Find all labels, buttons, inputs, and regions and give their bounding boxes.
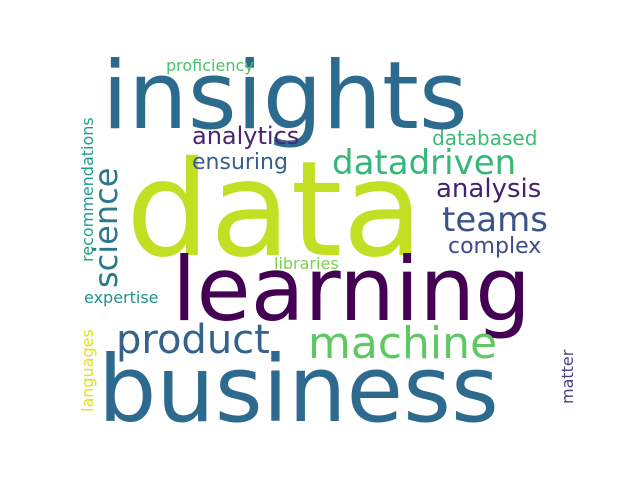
word-expertise: expertise: [84, 288, 159, 307]
word-proficiency: proficiency: [166, 56, 254, 75]
word-recommendations: recommendations: [78, 117, 97, 262]
word-teams: teams: [442, 200, 548, 240]
word-libraries: libraries: [274, 254, 339, 273]
word-machine: machine: [308, 318, 498, 369]
word-cloud: data insights learning business machine …: [78, 50, 577, 436]
word-data: data: [126, 133, 424, 287]
word-languages: languages: [78, 329, 97, 412]
word-datadriven: datadriven: [332, 143, 517, 183]
word-databased: databased: [432, 126, 538, 150]
word-insights: insights: [102, 42, 468, 151]
word-ensuring: ensuring: [192, 150, 288, 175]
word-learning: learning: [172, 238, 532, 341]
word-complex: complex: [448, 234, 542, 259]
word-matter: matter: [558, 349, 577, 404]
word-product: product: [116, 317, 270, 363]
word-business: business: [98, 336, 499, 443]
word-analytics: analytics: [192, 122, 300, 150]
word-analysis: analysis: [436, 174, 542, 204]
